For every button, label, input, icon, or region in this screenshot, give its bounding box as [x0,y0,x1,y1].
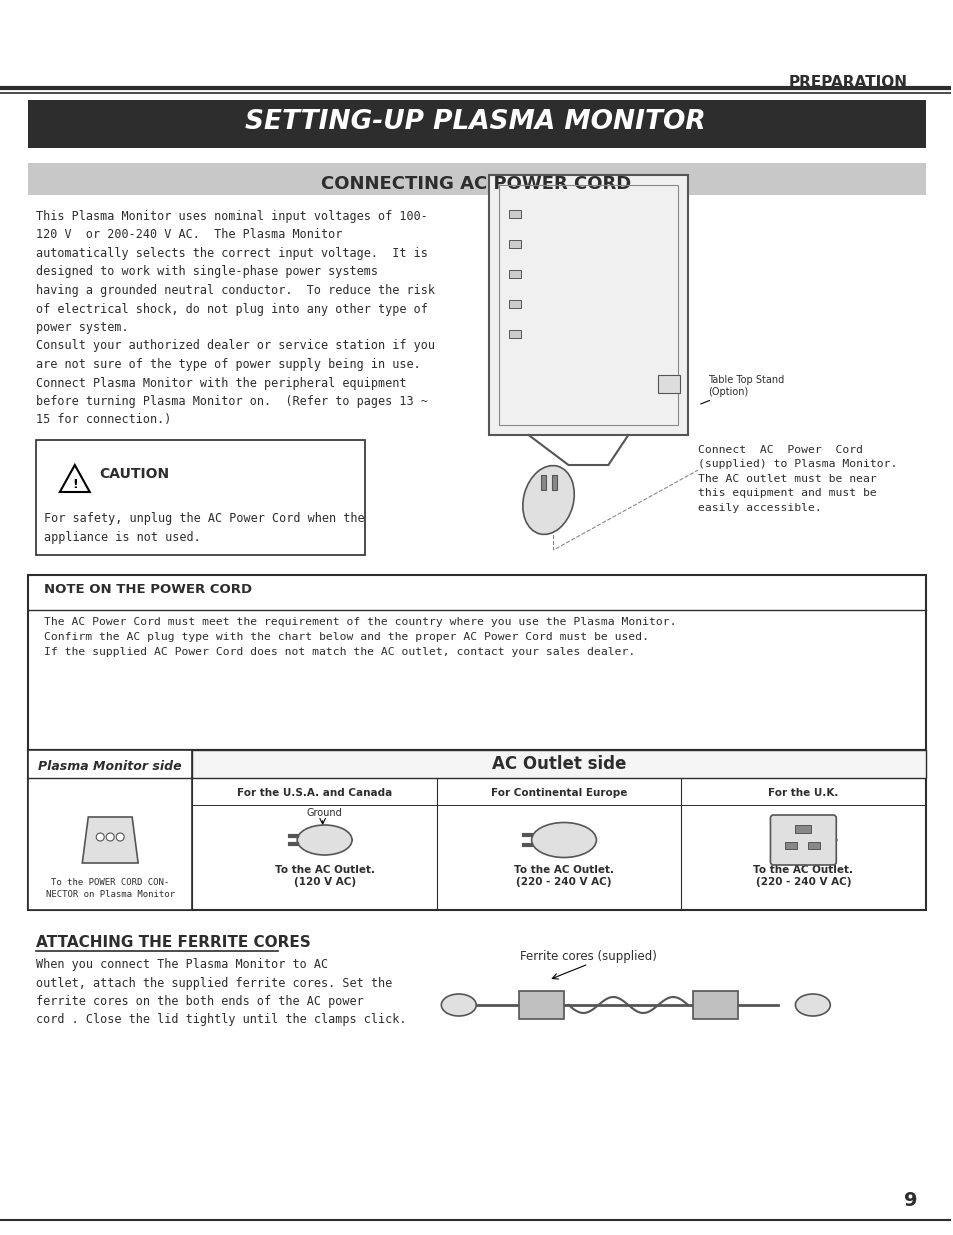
FancyBboxPatch shape [508,330,520,338]
Text: SETTING-UP PLASMA MONITOR: SETTING-UP PLASMA MONITOR [245,109,705,135]
Ellipse shape [531,823,596,857]
Polygon shape [60,466,90,492]
Circle shape [106,832,114,841]
Text: For Continental Europe: For Continental Europe [490,788,626,798]
Circle shape [116,832,124,841]
FancyBboxPatch shape [807,842,820,848]
Text: The AC Power Cord must meet the requirement of the country where you use the Pla: The AC Power Cord must meet the requirem… [44,618,676,657]
FancyBboxPatch shape [693,990,738,1019]
FancyBboxPatch shape [508,240,520,248]
Text: Table Top Stand
(Option): Table Top Stand (Option) [700,375,783,404]
FancyBboxPatch shape [795,825,810,832]
Text: CONNECTING AC POWER CORD: CONNECTING AC POWER CORD [320,175,630,193]
FancyBboxPatch shape [784,842,797,848]
FancyBboxPatch shape [36,440,365,555]
Text: !: ! [71,478,77,492]
Ellipse shape [522,466,574,535]
Text: To the AC Outlet.
(220 - 240 V AC): To the AC Outlet. (220 - 240 V AC) [753,864,853,888]
Text: Ground: Ground [307,808,342,818]
Ellipse shape [297,825,352,855]
FancyBboxPatch shape [770,815,836,864]
Text: To the AC Outlet.
(220 - 240 V AC): To the AC Outlet. (220 - 240 V AC) [514,864,614,888]
Ellipse shape [441,994,476,1016]
FancyBboxPatch shape [28,163,924,195]
Text: To the POWER CORD CON-
NECTOR on Plasma Monitor: To the POWER CORD CON- NECTOR on Plasma … [46,878,174,899]
Text: For the U.S.A. and Canada: For the U.S.A. and Canada [236,788,392,798]
Text: CAUTION: CAUTION [100,467,170,480]
Text: ATTACHING THE FERRITE CORES: ATTACHING THE FERRITE CORES [36,935,311,950]
Text: AC Outlet side: AC Outlet side [492,755,625,773]
FancyBboxPatch shape [28,576,924,750]
Text: Ferrite cores (supplied): Ferrite cores (supplied) [519,950,657,963]
FancyBboxPatch shape [518,990,563,1019]
FancyBboxPatch shape [508,270,520,278]
Polygon shape [82,818,138,863]
FancyBboxPatch shape [658,375,679,393]
Text: Plasma Monitor side: Plasma Monitor side [38,760,182,773]
Text: When you connect The Plasma Monitor to AC
outlet, attach the supplied ferrite co: When you connect The Plasma Monitor to A… [36,958,406,1026]
Circle shape [96,832,104,841]
FancyBboxPatch shape [508,300,520,308]
FancyBboxPatch shape [488,175,687,435]
Text: This Plasma Monitor uses nominal input voltages of 100-
120 V  or 200-240 V AC. : This Plasma Monitor uses nominal input v… [36,210,435,426]
FancyBboxPatch shape [193,750,924,778]
Ellipse shape [795,994,829,1016]
Text: For safety, unplug the AC Power Cord when the
appliance is not used.: For safety, unplug the AC Power Cord whe… [44,513,364,543]
Text: For the U.K.: For the U.K. [767,788,838,798]
FancyBboxPatch shape [28,100,924,148]
Text: Connect  AC  Power  Cord
(supplied) to Plasma Monitor.
The AC outlet must be nea: Connect AC Power Cord (supplied) to Plas… [698,445,897,513]
Text: PREPARATION: PREPARATION [788,75,906,90]
FancyBboxPatch shape [28,750,193,910]
Text: 9: 9 [903,1191,917,1210]
FancyBboxPatch shape [551,475,556,490]
FancyBboxPatch shape [508,210,520,219]
FancyBboxPatch shape [28,750,924,910]
Text: NOTE ON THE POWER CORD: NOTE ON THE POWER CORD [44,583,252,597]
Text: To the AC Outlet.
(120 V AC): To the AC Outlet. (120 V AC) [274,864,375,888]
FancyBboxPatch shape [540,475,545,490]
